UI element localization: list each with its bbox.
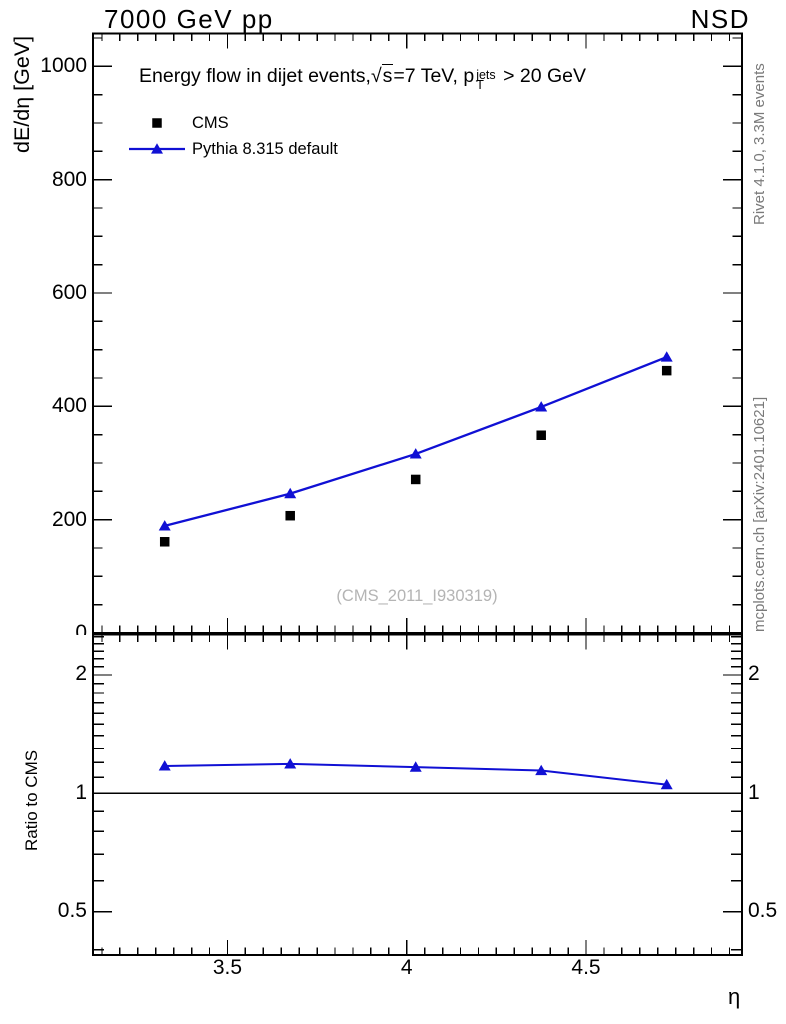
ratio-data-point-triangle <box>284 758 297 769</box>
data-point-triangle <box>158 520 171 531</box>
rivet-version-credit: Rivet 4.1.0, 3.3M events <box>751 63 768 225</box>
legend-label-pythia-8-315-default: Pythia 8.315 default <box>192 139 338 158</box>
data-point-square <box>536 430 546 440</box>
data-point-square <box>410 474 421 485</box>
pt-superscript: jets <box>476 68 496 82</box>
main-y-tick-label: 800 <box>51 167 87 191</box>
ratio-y-tick-label-left: 1 <box>75 780 87 804</box>
ratio-y-tick-label-right: 0.5 <box>748 899 778 923</box>
data-point-triangle <box>284 487 297 499</box>
analysis-watermark: (CMS_2011_I930319) <box>336 587 498 605</box>
sqrt-symbol: √ <box>370 65 382 87</box>
main-panel-frame <box>92 32 743 634</box>
x-axis-title: η <box>728 984 741 1009</box>
main-y-tick-label: 600 <box>51 281 87 305</box>
sqrt-argument: s <box>381 64 394 87</box>
main-y-tick-label: 200 <box>51 507 87 531</box>
ratio-y-tick-label-right: 2 <box>748 662 760 686</box>
ratio-y-tick-label-left: 2 <box>75 662 87 686</box>
ratio-data-point-triangle <box>158 760 171 771</box>
series-line-pythia-8-315-default <box>164 355 668 528</box>
data-point-square <box>285 510 295 521</box>
x-tick-label: 3.5 <box>212 956 243 979</box>
mcplots-arxiv-credit: mcplots.cern.ch [arXiv:2401.10621] <box>751 396 768 632</box>
plot-title-pre: Energy flow in dijet events, <box>139 65 371 87</box>
data-point-square <box>159 537 170 547</box>
ratio-data-point-triangle <box>535 764 548 776</box>
ratio-data-point-triangle <box>660 778 673 790</box>
data-point-triangle <box>535 401 548 412</box>
ratio-data-point-triangle <box>409 761 422 772</box>
main-y-tick-labels: 0 200 400 600 800 1000 <box>0 0 90 635</box>
data-point-triangle <box>660 351 673 362</box>
main-y-tick-label: 0 <box>75 621 87 636</box>
pt-sub-sup-stack: jets T <box>476 68 496 92</box>
event-class-header: NSD <box>690 4 750 34</box>
main-y-tick-label: 1000 <box>40 54 87 78</box>
axis-ticks <box>93 33 742 955</box>
ratio-y-tick-label-right: 1 <box>748 780 760 804</box>
plot-title-mid: =7 TeV, p <box>393 65 475 87</box>
x-tick-label: 4.5 <box>571 956 601 979</box>
legend-label-cms: CMS <box>192 113 229 132</box>
legend-marker-square <box>152 118 162 128</box>
data-point-square <box>661 365 672 376</box>
legend-marker-triangle <box>151 143 163 154</box>
data-point-triangle <box>409 448 422 459</box>
pt-subscript: T <box>476 78 484 92</box>
ratio-panel-frame <box>92 633 743 956</box>
plot-title-post: > 20 GeV <box>497 65 587 87</box>
ratio-y-tick-label-left: 0.5 <box>57 899 87 923</box>
beam-header: 7000 GeV pp <box>104 4 274 34</box>
main-y-tick-label: 400 <box>51 394 87 418</box>
x-tick-label: 4 <box>400 956 413 979</box>
